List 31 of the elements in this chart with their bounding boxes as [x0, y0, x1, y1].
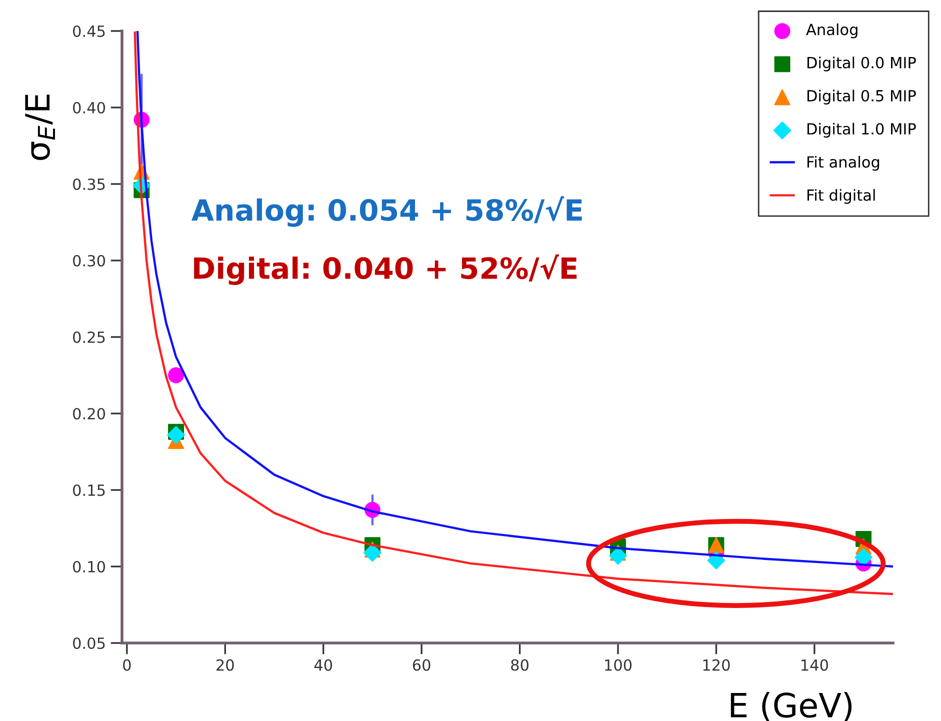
y-tick-label: 0.30 [73, 254, 106, 267]
legend-label: Fit digital [807, 189, 875, 204]
legend-label: Fit analog [807, 156, 880, 171]
point [854, 548, 872, 566]
x-tick-label: 60 [412, 659, 430, 671]
legend-label: Digital 0.0 MIP [807, 56, 916, 72]
x-tick-label: 40 [314, 659, 332, 671]
x-tick-label: 0 [123, 659, 131, 671]
x-tick-label: 120 [703, 659, 730, 671]
point [609, 546, 627, 565]
point [167, 426, 185, 444]
y-tick-label: 0.45 [73, 25, 105, 38]
y-tick-label: 0.05 [73, 637, 105, 650]
annotation: Analog: 0.054 + 58%/√E [192, 196, 582, 227]
legend-label: Digital 1.0 MIP [807, 122, 916, 138]
x-tick-label: 20 [216, 659, 234, 671]
x-tick-label: 80 [511, 659, 528, 671]
y-tick-label: 0.40 [73, 102, 106, 114]
point [168, 367, 184, 384]
y-tick-label: 0.35 [73, 178, 105, 190]
x-tick-label: 140 [802, 659, 828, 671]
y-tick-label: 0.10 [73, 560, 106, 573]
annotation: Digital: 0.040 + 52%/√E [194, 254, 577, 286]
y-tick-label: 0.15 [73, 484, 105, 496]
x-tick-label: 100 [605, 659, 632, 671]
y-tick-label: 0.20 [73, 408, 106, 420]
y-axis-title: σ$_{E}$/E [25, 94, 55, 160]
y-tick-label: 0.25 [73, 331, 105, 344]
legend-label: Analog [806, 23, 858, 38]
point [364, 544, 382, 562]
legend-label: Digital 0.5 MIP [807, 90, 916, 104]
